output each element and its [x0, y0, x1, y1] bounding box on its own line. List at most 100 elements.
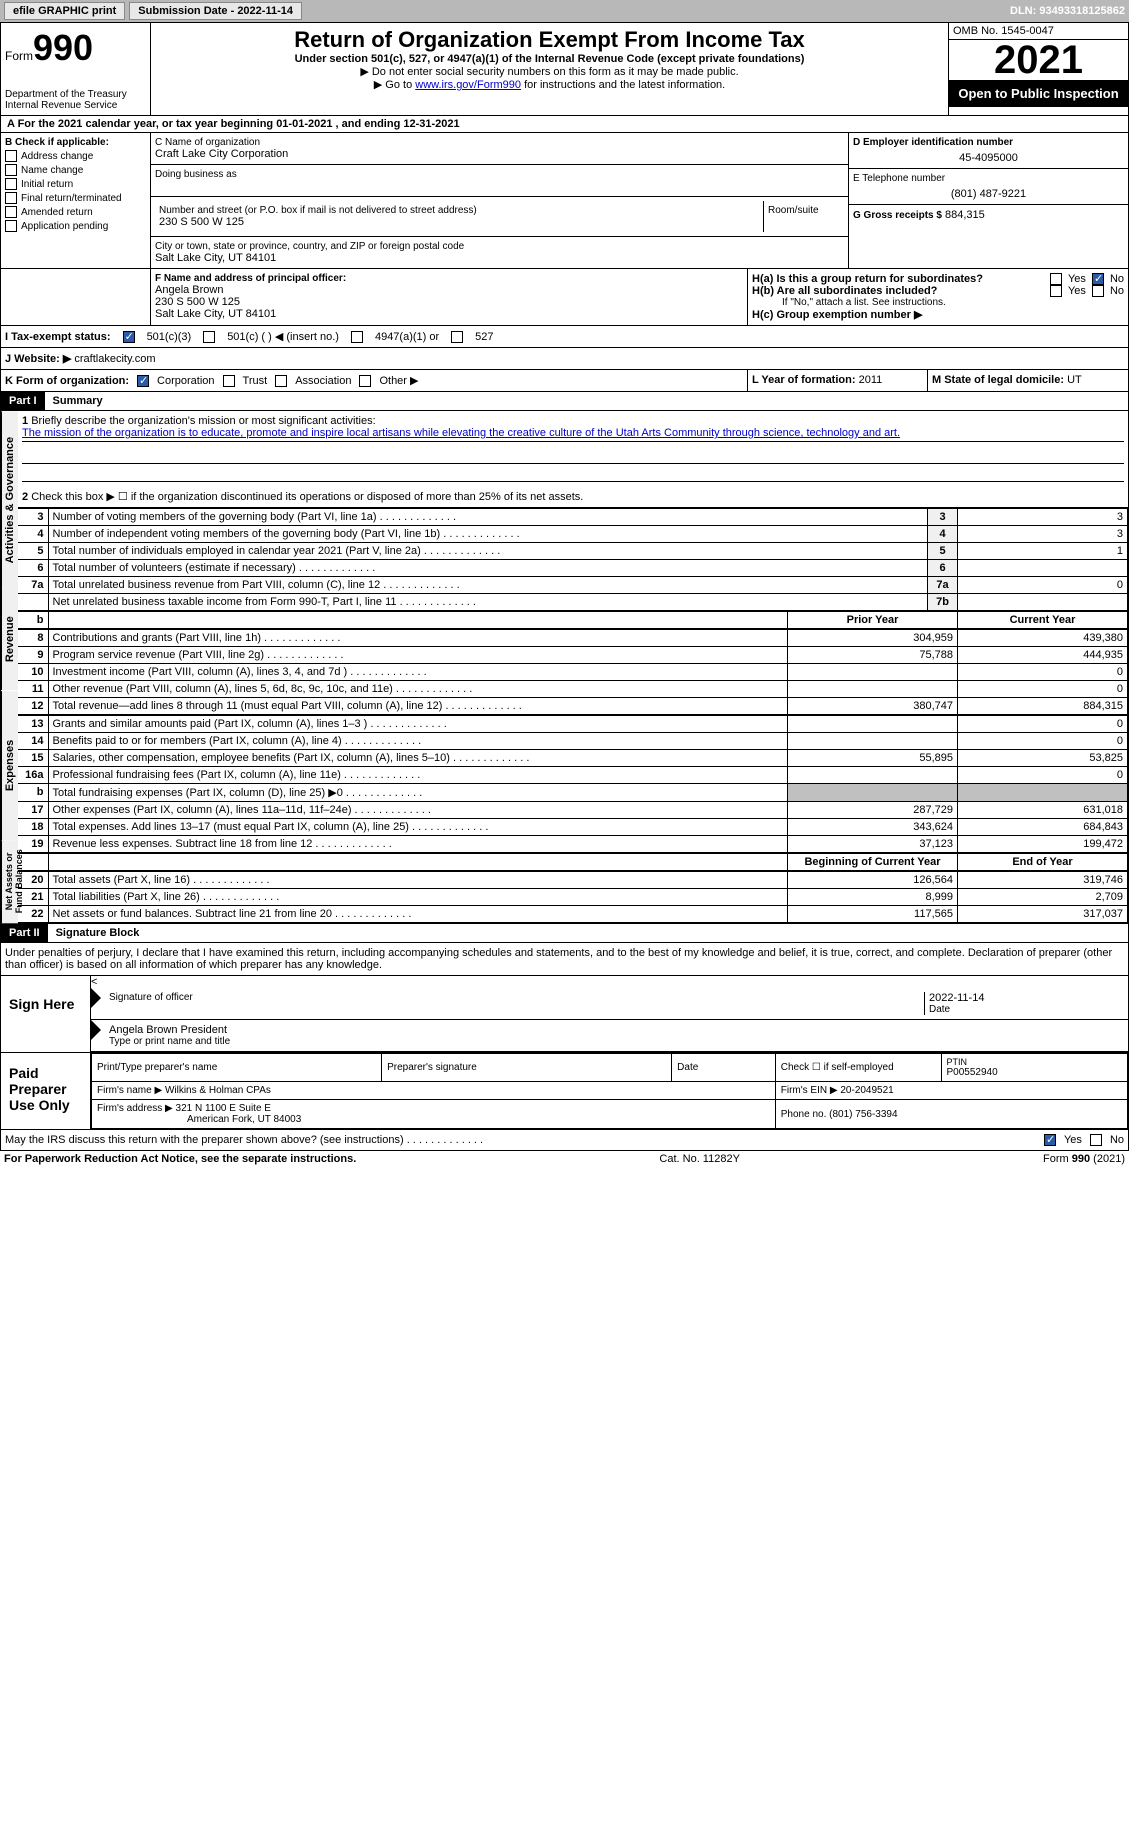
checkbox-address-change[interactable] [5, 150, 17, 162]
footer-right: Form 990 (2021) [1043, 1153, 1125, 1165]
checkbox-amended[interactable] [5, 206, 17, 218]
ein-value: 45-4095000 [853, 152, 1124, 164]
org-address: 230 S 500 W 125 [159, 216, 759, 228]
sig-arrow-icon [91, 988, 101, 1008]
table-row: 4Number of independent voting members of… [18, 526, 1128, 543]
vert-revenue: Revenue [1, 588, 18, 690]
discuss-yes[interactable] [1044, 1134, 1056, 1146]
city-label: City or town, state or province, country… [155, 241, 844, 252]
part2-header: Part II Signature Block [0, 924, 1129, 943]
sign-here-label: Sign Here [1, 976, 91, 1052]
check-self: Check ☐ if self-employed [775, 1054, 941, 1082]
checkbox-final-return[interactable] [5, 192, 17, 204]
efile-button[interactable]: efile GRAPHIC print [4, 2, 125, 20]
submission-date: Submission Date - 2022-11-14 [129, 2, 302, 20]
hb-label: H(b) Are all subordinates included? [752, 285, 1044, 297]
dln: DLN: 93493318125862 [1010, 5, 1125, 17]
room-label: Room/suite [768, 205, 840, 216]
sig-arrow-icon-2 [91, 1020, 101, 1040]
firm-addr1: 321 N 1100 E Suite E [176, 1103, 271, 1114]
paid-preparer-section: Paid Preparer Use Only Print/Type prepar… [0, 1053, 1129, 1130]
table-row: 7aTotal unrelated business revenue from … [18, 577, 1128, 594]
officer-addr1: 230 S 500 W 125 [155, 296, 743, 308]
checkbox-pending[interactable] [5, 220, 17, 232]
revenue-table: 8Contributions and grants (Part VIII, li… [18, 629, 1128, 715]
vert-activities: Activities & Governance [1, 411, 18, 588]
ptin-value: P00552940 [947, 1067, 1123, 1078]
section-i: I Tax-exempt status: 501(c)(3) 501(c) ( … [0, 326, 1129, 348]
form-assoc[interactable] [275, 375, 287, 387]
addr-label: Number and street (or P.O. box if mail i… [159, 205, 759, 216]
table-row: 8Contributions and grants (Part VIII, li… [18, 630, 1128, 647]
officer-addr2: Salt Lake City, UT 84101 [155, 308, 743, 320]
form-corp[interactable] [137, 375, 149, 387]
topbar: efile GRAPHIC print Submission Date - 20… [0, 0, 1129, 22]
org-name-label: C Name of organization [155, 137, 844, 148]
table-row: 17Other expenses (Part IX, column (A), l… [18, 802, 1128, 819]
vert-expenses: Expenses [1, 691, 18, 840]
ha-no[interactable] [1092, 273, 1104, 285]
instruction-2: ▶ Go to www.irs.gov/Form990 for instruct… [155, 78, 944, 91]
ha-label: H(a) Is this a group return for subordin… [752, 273, 1044, 285]
table-row: 6Total number of volunteers (estimate if… [18, 560, 1128, 577]
phone-label: E Telephone number [853, 173, 1124, 184]
table-row: 16aProfessional fundraising fees (Part I… [18, 767, 1128, 784]
tax-501c[interactable] [203, 331, 215, 343]
table-row: 19Revenue less expenses. Subtract line 1… [18, 836, 1128, 853]
section-a: A For the 2021 calendar year, or tax yea… [0, 116, 1129, 133]
org-city: Salt Lake City, UT 84101 [155, 252, 844, 264]
ein-label: D Employer identification number [853, 137, 1124, 148]
tax-527[interactable] [451, 331, 463, 343]
section-bcd: B Check if applicable: Address change Na… [0, 133, 1129, 269]
table-row: 15Salaries, other compensation, employee… [18, 750, 1128, 767]
hb-no[interactable] [1092, 285, 1104, 297]
firm-name: Wilkins & Holman CPAs [165, 1085, 271, 1096]
vert-netassets: Net Assets or Fund Balances [1, 840, 18, 923]
table-row: 12Total revenue—add lines 8 through 11 (… [18, 698, 1128, 715]
officer-label: F Name and address of principal officer: [155, 273, 743, 284]
line1-label: Briefly describe the organization's miss… [31, 415, 375, 427]
gross-label: G Gross receipts $ [853, 210, 942, 221]
website-value: craftlakecity.com [74, 353, 155, 365]
page-footer: For Paperwork Reduction Act Notice, see … [0, 1151, 1129, 1167]
state-domicile: UT [1067, 374, 1082, 386]
table-row: 10Investment income (Part VIII, column (… [18, 664, 1128, 681]
hb-yes[interactable] [1050, 285, 1062, 297]
officer-printed-name: Angela Brown President [109, 1024, 1124, 1036]
form-header: Form990 Department of the Treasury Inter… [0, 22, 1129, 116]
netassets-table: 20Total assets (Part X, line 16)126,5643… [18, 871, 1128, 923]
irs-link[interactable]: www.irs.gov/Form990 [415, 79, 521, 91]
discuss-no[interactable] [1090, 1134, 1102, 1146]
table-row: 18Total expenses. Add lines 13–17 (must … [18, 819, 1128, 836]
footer-center: Cat. No. 11282Y [659, 1153, 740, 1165]
org-name: Craft Lake City Corporation [155, 148, 844, 160]
phone-value: (801) 487-9221 [853, 188, 1124, 200]
section-j: J Website: ▶ craftlakecity.com [0, 348, 1129, 370]
sign-here-section: Sign Here < Signature of officer 2022-11… [0, 976, 1129, 1053]
checkbox-name-change[interactable] [5, 164, 17, 176]
instruction-1: ▶ Do not enter social security numbers o… [155, 65, 944, 78]
prep-name-label: Print/Type preparer's name [92, 1054, 382, 1082]
tax-4947[interactable] [351, 331, 363, 343]
form-other[interactable] [359, 375, 371, 387]
table-row: 20Total assets (Part X, line 16)126,5643… [18, 872, 1128, 889]
firm-ein: 20-2049521 [840, 1085, 893, 1096]
irs-label: Internal Revenue Service [5, 100, 146, 111]
checkbox-initial-return[interactable] [5, 178, 17, 190]
line2: Check this box ▶ ☐ if the organization d… [31, 491, 583, 503]
part1-body: Activities & Governance Revenue Expenses… [0, 411, 1129, 924]
hb-note: If "No," attach a list. See instructions… [752, 297, 1124, 308]
expenses-table: 13Grants and similar amounts paid (Part … [18, 715, 1128, 853]
hc-label: H(c) Group exemption number ▶ [752, 308, 1124, 321]
sig-officer-label: Signature of officer [109, 992, 924, 1015]
revenue-header-table: bPrior YearCurrent Year [18, 611, 1128, 629]
form-trust[interactable] [223, 375, 235, 387]
form-number: 990 [33, 27, 93, 68]
ha-yes[interactable] [1050, 273, 1062, 285]
tax-501c3[interactable] [123, 331, 135, 343]
year-formation: 2011 [859, 374, 883, 386]
table-row: 5Total number of individuals employed in… [18, 543, 1128, 560]
table-row: 14Benefits paid to or for members (Part … [18, 733, 1128, 750]
discuss-row: May the IRS discuss this return with the… [0, 1130, 1129, 1151]
table-row: bTotal fundraising expenses (Part IX, co… [18, 784, 1128, 802]
